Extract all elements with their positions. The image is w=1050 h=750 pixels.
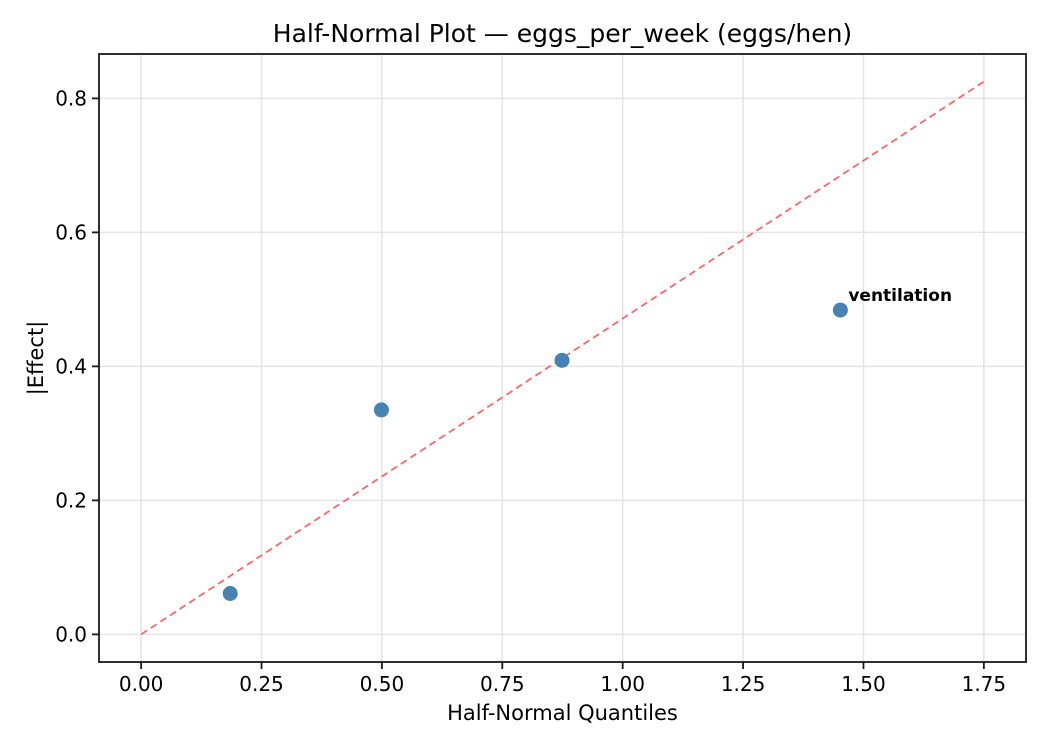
x-tick-label: 0.50 xyxy=(360,672,405,696)
reference-line xyxy=(140,80,985,636)
x-axis-label: Half-Normal Quantiles xyxy=(447,701,678,725)
chart-title: Half-Normal Plot — eggs_per_week (eggs/h… xyxy=(272,19,853,48)
data-point xyxy=(373,402,389,418)
y-tick-label: 0.8 xyxy=(55,86,87,110)
plot-border xyxy=(98,53,1027,663)
y-tick-label: 0.4 xyxy=(55,354,87,378)
y-tick-label: 0.0 xyxy=(55,622,87,646)
data-point xyxy=(222,585,238,601)
data-point xyxy=(832,302,848,318)
x-tick-label: 0.25 xyxy=(239,672,284,696)
x-tick-label: 1.50 xyxy=(841,672,886,696)
point-annotation: ventilation xyxy=(848,286,952,306)
x-tick-label: 1.75 xyxy=(962,672,1007,696)
y-tick-label: 0.2 xyxy=(55,488,87,512)
x-tick-label: 1.25 xyxy=(721,672,766,696)
x-tick-label: 0.00 xyxy=(119,672,164,696)
data-point xyxy=(554,352,570,368)
x-tick-label: 1.00 xyxy=(600,672,645,696)
y-tick-label: 0.6 xyxy=(55,220,87,244)
x-tick-label: 0.75 xyxy=(480,672,525,696)
